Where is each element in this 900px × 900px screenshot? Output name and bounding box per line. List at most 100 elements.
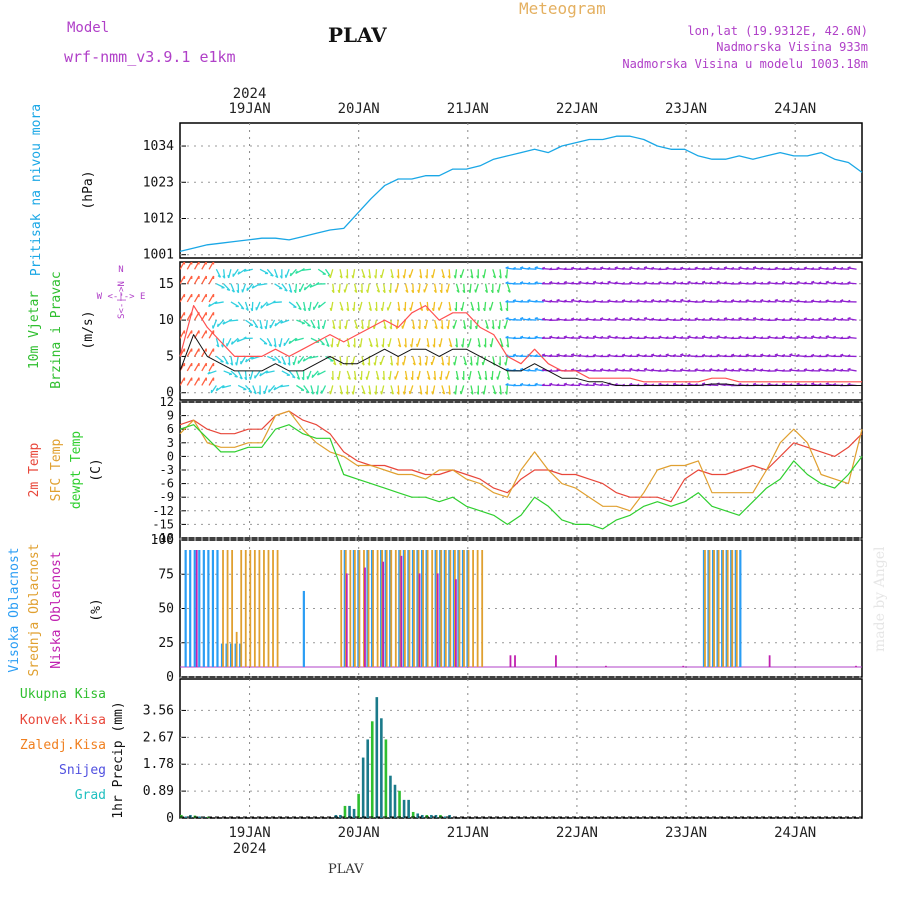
wind-arrow-head [818,317,822,320]
wind-arrow-head [374,391,377,395]
top-day-label: 24JAN [774,101,816,117]
wind-arrow-head [250,356,254,360]
wind-arrow [416,338,421,348]
wind-arrow-head [307,307,311,312]
wind-arrow-head [774,368,778,371]
wind-arrow-head [621,353,626,356]
wind-arrow [491,370,494,380]
wind-arrow-head [636,336,640,339]
wind-arrow-head [752,367,757,371]
wind-arrow-head [825,382,829,385]
wind-arrow-head [643,335,647,338]
wind-arrow-head [390,362,393,366]
cloud-bar-mid [385,550,388,667]
wind-arrow-head [317,326,320,330]
wind-arrow-head [244,377,247,381]
wind-arrow-head [423,289,426,293]
top-day-label: 19JAN [228,101,270,117]
wind-arrow-head [419,308,423,312]
wind-arrow [186,348,193,357]
wind-arrow-head [709,335,713,339]
wind-arrow-head [306,390,310,394]
wind-arrow [745,318,755,321]
wind-arrow [260,301,268,309]
precip-bar [198,816,201,818]
wind-arrow [193,262,200,270]
wind-arrow [470,385,474,395]
cloud-bar-mid [349,550,352,667]
cloud-bar-high [343,550,346,667]
wind-arrow [380,269,385,279]
wind-arrow-head [847,317,851,320]
wind-arrow [237,370,243,380]
wind-arrow-head [352,344,356,348]
cloud-bar-mid [458,550,461,667]
precip-bar [352,808,356,818]
wind-arrow [180,311,186,321]
wind-arrow-head [687,335,691,338]
wind-arrow [390,320,393,330]
high-cloud-label: Visoka Oblacnost [7,547,22,672]
wind-arrow-head [789,353,793,356]
wind-arrow-head [433,377,436,381]
wind-arrow-head [745,299,749,302]
wind-arrow-head [578,267,582,270]
wind-arrow-head [498,275,502,279]
wind-arrow-head [687,267,691,270]
cloud-bar-high [402,550,405,667]
wind-arrow-head [643,299,647,303]
wind-arrow-head [781,318,786,321]
wind-arrow-head [402,275,405,279]
wind-arrow [230,356,234,366]
wind-arrow [745,268,755,270]
y-tick-label: 12 [160,395,174,409]
cloud-bar-low [436,573,439,667]
wind-arrow [313,301,319,311]
bottom-day-label: 21JAN [447,825,489,841]
cloud-bar-mid [440,550,443,667]
wind-arrow [484,283,488,293]
wind-arrow-head [694,317,698,320]
wind-arrow [446,283,450,293]
cloud-bar-mid [249,550,252,667]
wind-arrow-head [796,353,800,357]
wind-arrow [441,269,445,279]
wind-arrow-head [738,281,742,284]
wind-arrow [180,275,186,285]
wind-arrow [310,385,314,395]
wind-arrow-head [607,335,611,338]
wind-arrow-head [352,307,355,312]
wind-arrow-head [607,280,611,283]
wind-arrow-head [534,299,538,303]
precip-bar [189,814,192,818]
wind-arrow-head [607,299,611,302]
wind-arrow [301,268,312,271]
wind-arrow-head [506,344,509,348]
wind-arrow-head [329,307,332,312]
wind-arrow-head [505,299,509,303]
precip-bar [370,721,374,818]
wind-arrow-head [301,268,305,271]
wind-arrow-head [505,317,509,320]
wind-arrow-head [789,368,793,371]
wind-arrow [497,283,501,293]
wind-arrow-head [774,317,778,320]
wind-arrow-head [254,325,259,329]
wind-arrow-head [803,368,807,371]
wind-arrow [504,319,508,329]
wind-arrow-head [709,266,713,269]
wind-arrow-head [716,317,720,321]
wind-arrow [387,301,392,311]
wind-arrow [818,337,828,339]
wind-arrow [216,283,225,289]
cloud-bar-mid [708,550,711,667]
wind-arrow-head [541,317,546,321]
wind-arrow [293,356,298,366]
wind-arrow [273,269,279,278]
wind-arrow [600,282,610,285]
wind-arrow-head [512,383,516,387]
wind-arrow-head [417,326,421,330]
wind-arrow-head [430,361,433,366]
wind-arrow-head [346,344,350,348]
wind-arrow [474,283,479,293]
